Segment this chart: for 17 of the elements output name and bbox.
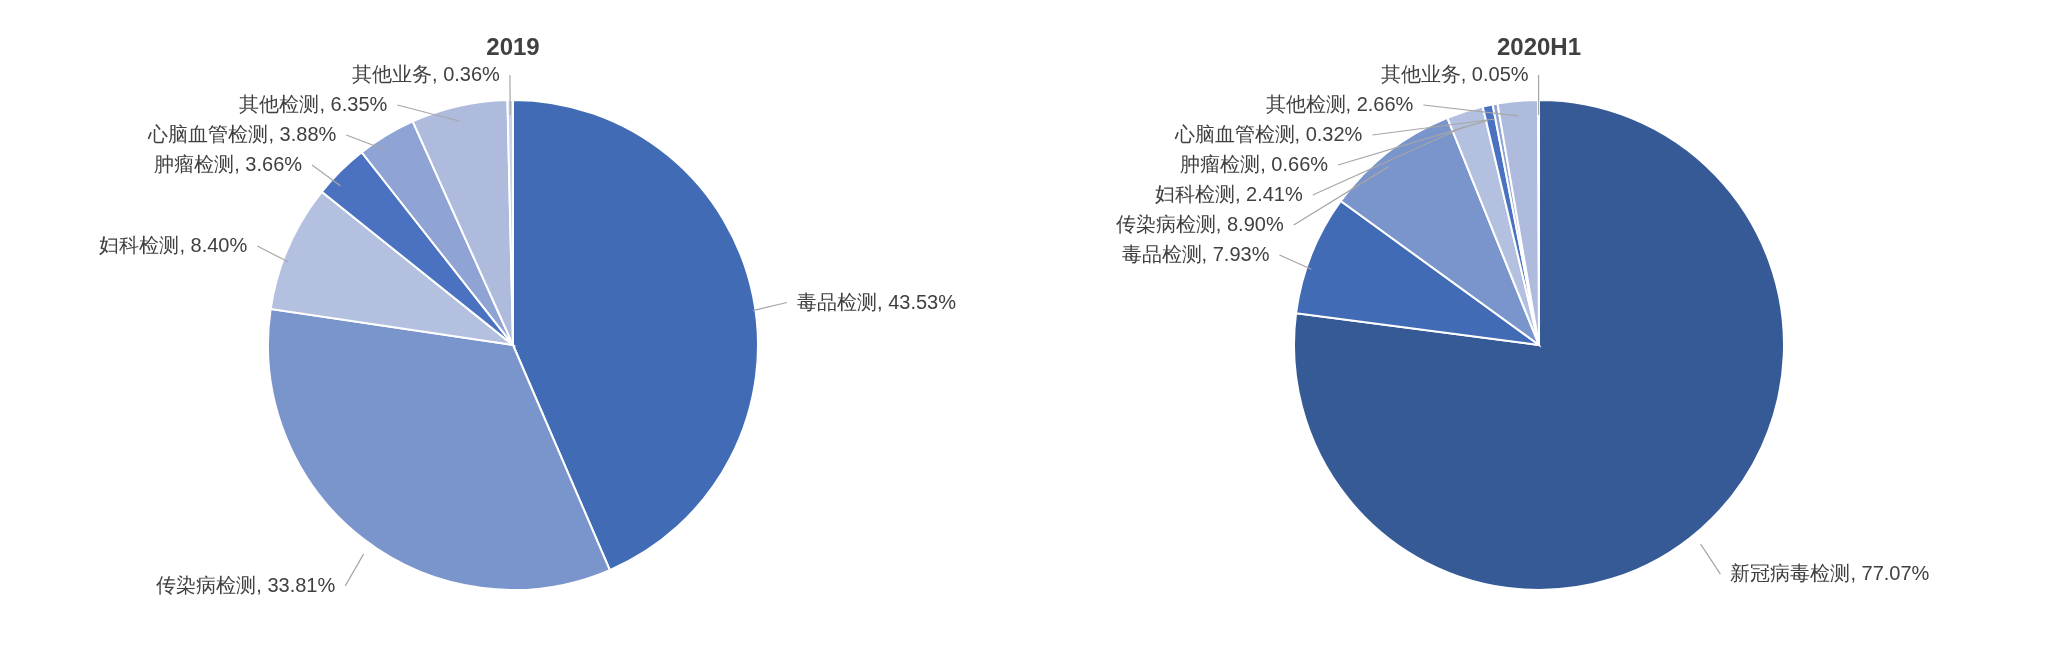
slice-label: 肿瘤检测, 3.66%	[154, 153, 303, 176]
slice-label: 心脑血管检测, 3.88%	[147, 123, 337, 146]
slice-label: 妇科检测, 8.40%	[99, 234, 248, 257]
slice-label: 传染病检测, 33.81%	[156, 573, 336, 596]
slice-label: 传染病检测, 8.90%	[1115, 213, 1284, 235]
slice-label: 其他检测, 6.35%	[239, 93, 388, 116]
slice-label: 心脑血管检测, 0.32%	[1173, 123, 1363, 145]
slice-label: 肿瘤检测, 0.66%	[1180, 153, 1329, 175]
slice-label: 新冠病毒检测, 77.07%	[1730, 562, 1930, 585]
slice-label: 其他业务, 0.36%	[352, 63, 501, 86]
chart-title: 2020H1	[1496, 33, 1582, 60]
slice-label: 其他业务, 0.05%	[1380, 63, 1529, 85]
slice-label: 妇科检测, 2.41%	[1154, 183, 1303, 205]
slice-label: 毒品检测, 43.53%	[797, 290, 957, 313]
chart-title: 2019	[486, 33, 540, 60]
slice-label: 毒品检测, 7.93%	[1121, 243, 1270, 265]
slice-label: 其他检测, 2.66%	[1265, 93, 1414, 115]
